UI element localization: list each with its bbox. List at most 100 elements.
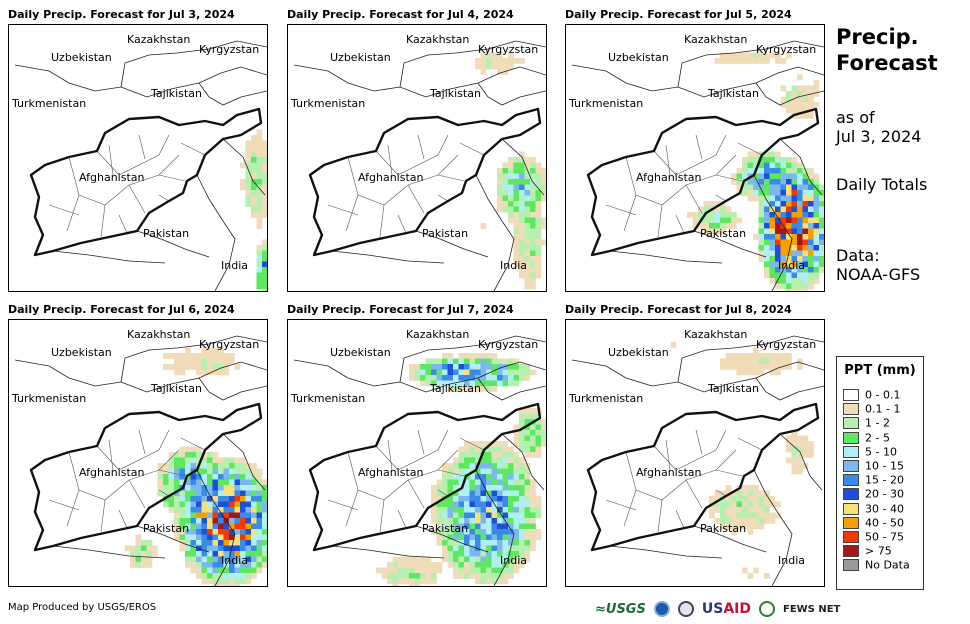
- precip-cell: [802, 228, 809, 235]
- precip-cell: [453, 540, 459, 546]
- precip-cell: [703, 206, 710, 213]
- precip-cell: [469, 523, 476, 530]
- precip-cell: [229, 353, 235, 359]
- precip-cell: [168, 468, 175, 475]
- precip-cell: [797, 228, 803, 235]
- precip-cell: [201, 507, 208, 513]
- legend-item: 20 - 30: [843, 487, 904, 501]
- precip-cell: [758, 168, 765, 174]
- precip-cell: [535, 413, 542, 420]
- precip-cell: [207, 485, 213, 491]
- precip-cell: [519, 413, 525, 420]
- precip-cell: [513, 562, 520, 568]
- precip-cell: [758, 353, 765, 359]
- map-svg: [14, 335, 267, 586]
- precip-cell: [736, 184, 743, 191]
- precip-cell: [502, 485, 509, 491]
- precip-cell: [251, 135, 257, 141]
- precip-cell: [769, 52, 776, 59]
- precip-cell: [813, 217, 820, 224]
- precip-cell: [502, 446, 509, 453]
- precip-cell: [775, 278, 781, 284]
- precip-cell: [530, 212, 536, 218]
- map-panel-6: Daily Precip. Forecast for Jul 8, 2024 K…: [565, 303, 845, 593]
- precip-cell: [212, 540, 219, 546]
- precip-cell: [168, 496, 175, 502]
- precip-cell: [786, 441, 792, 447]
- precip-cell: [519, 529, 525, 535]
- precip-cell: [524, 375, 531, 381]
- precip-cell: [508, 212, 514, 218]
- country-boundary: [293, 359, 546, 393]
- precip-cell: [491, 534, 498, 541]
- precip-cell: [480, 512, 487, 519]
- precip-cell: [469, 375, 476, 381]
- precip-cell: [813, 223, 820, 229]
- precip-cell: [797, 435, 803, 442]
- precip-cell: [502, 457, 509, 464]
- precip-cell: [196, 446, 202, 453]
- precip-cell: [742, 496, 748, 502]
- precip-cell: [791, 289, 798, 291]
- precip-cell: [502, 358, 509, 365]
- precip-cell: [486, 501, 492, 508]
- precip-cell: [535, 272, 542, 279]
- precip-cell: [747, 518, 754, 524]
- precip-cell: [497, 534, 503, 541]
- precip-cell: [179, 474, 186, 480]
- precip-cell: [797, 452, 803, 458]
- precip-cell: [245, 157, 252, 163]
- precip-cell: [207, 463, 213, 469]
- precip-cell: [442, 490, 448, 497]
- precip-cell: [245, 140, 252, 147]
- precip-cell: [256, 129, 263, 136]
- precip-cell: [758, 490, 765, 497]
- precip-cell: [769, 250, 776, 257]
- precip-cell: [262, 261, 267, 268]
- precip-cell: [698, 212, 704, 218]
- precip-cell: [802, 217, 809, 224]
- precip-cell: [436, 364, 443, 370]
- precip-cell: [791, 195, 798, 202]
- precip-cell: [168, 353, 175, 359]
- precip-cell: [736, 369, 743, 376]
- precip-cell: [513, 463, 520, 469]
- precip-cell: [764, 206, 770, 213]
- precip-cell: [409, 556, 415, 563]
- precip-cell: [212, 523, 219, 530]
- precip-cell: [174, 485, 180, 491]
- precip-cell: [262, 256, 267, 262]
- province-boundary: [665, 429, 763, 471]
- precip-cell: [201, 578, 208, 585]
- country-boundary: [755, 82, 824, 106]
- precip-cell: [753, 195, 759, 202]
- precip-cell: [502, 201, 509, 207]
- precip-cell: [797, 113, 803, 119]
- precip-cell: [808, 96, 814, 103]
- precip-cell: [251, 523, 257, 530]
- precip-cell: [436, 507, 443, 513]
- precip-cell: [530, 501, 536, 508]
- precip-cell: [497, 364, 503, 370]
- precip-cell: [458, 375, 465, 381]
- precip-cell: [256, 523, 263, 530]
- precip-cell: [775, 256, 781, 262]
- precip-cell: [530, 162, 536, 169]
- precip-cell: [234, 496, 241, 502]
- precip-cell: [797, 102, 803, 108]
- precip-cell: [513, 496, 520, 502]
- precip-cell: [524, 369, 531, 376]
- precip-cell: [524, 245, 531, 251]
- precip-cell: [486, 556, 492, 563]
- precip-cell: [207, 353, 213, 359]
- precip-cell: [486, 63, 492, 70]
- precip-cell: [223, 474, 230, 480]
- precip-cell: [497, 446, 503, 453]
- precip-cell: [486, 490, 492, 497]
- precip-cell: [480, 501, 487, 508]
- precip-cell: [240, 501, 246, 508]
- precip-cell: [256, 496, 263, 502]
- precip-cell: [141, 556, 147, 563]
- precip-cell: [157, 485, 164, 491]
- province-boundary: [605, 489, 727, 529]
